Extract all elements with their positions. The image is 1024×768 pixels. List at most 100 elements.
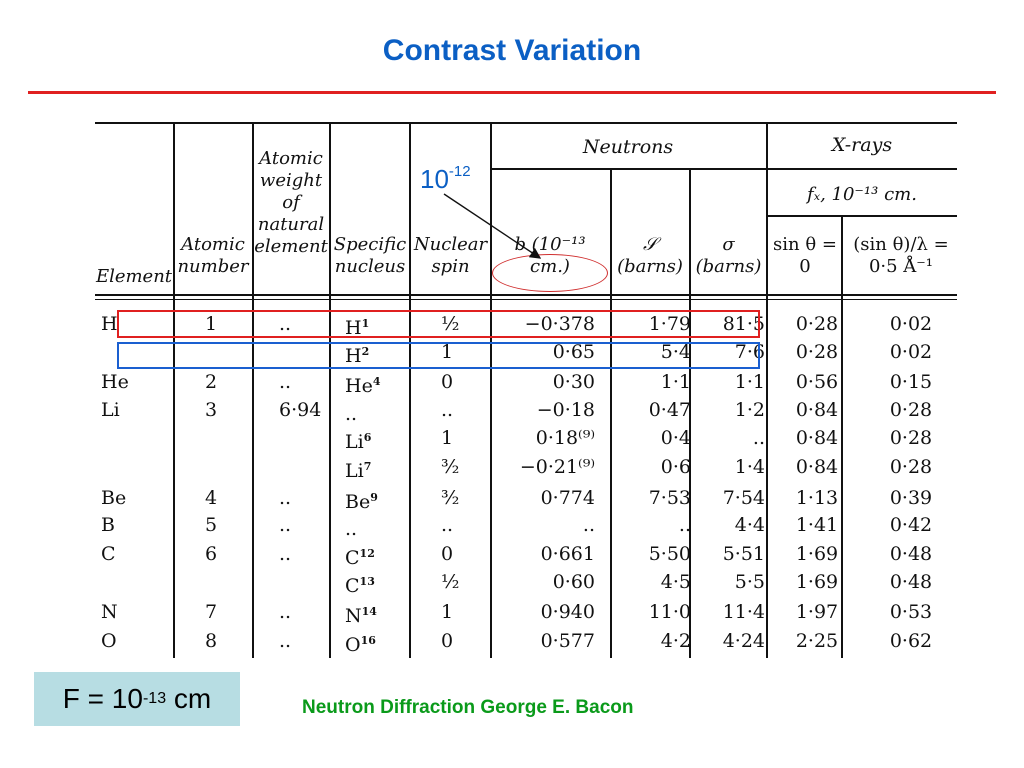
col-divider [173, 122, 175, 658]
callout-arrow [443, 193, 542, 259]
neutron-group-rule [490, 168, 957, 170]
cell-nuclear-spin: 0 [441, 371, 454, 393]
cell-S: 11·0 [648, 601, 691, 623]
cell-S: 5·4 [660, 341, 691, 363]
nucleus-symbol: Li [345, 431, 364, 453]
cell-sigma: 1·4 [734, 456, 765, 478]
cell-atomic-number: 7 [205, 601, 218, 623]
deuterium-row-highlight [117, 342, 760, 369]
col-divider [409, 122, 411, 658]
cell-nuclear-spin: ½ [441, 313, 460, 335]
cell-element: He [101, 371, 129, 393]
xrays-group-header: X-rays [831, 134, 893, 156]
cell-x-sin05: 0·02 [889, 313, 933, 335]
header-nuclear-spin: Nuclear spin [413, 234, 488, 277]
cell-x-sin0: 1·13 [795, 487, 839, 509]
cell-S: 4·5 [660, 571, 691, 593]
cell-x-sin05: 0·53 [889, 601, 933, 623]
cell-x-sin0: 0·84 [795, 399, 839, 421]
nucleus-symbol: Be [345, 491, 371, 513]
mass-number: 6 [363, 431, 372, 444]
cell-x-sin05: 0·62 [889, 630, 933, 652]
header-atomic-number: Atomic number [177, 234, 249, 277]
cell-element: Be [101, 487, 127, 509]
nucleus-symbol: He [345, 375, 373, 397]
cell-sigma: 5·51 [722, 543, 765, 565]
mass-number: 4 [372, 375, 381, 388]
nucleus-symbol: .. [345, 403, 358, 425]
cell-b: −0·21⁽⁹⁾ [519, 456, 595, 478]
col-divider [490, 122, 492, 658]
cell-atomic-number: 8 [205, 630, 218, 652]
cell-b: 0·30 [552, 371, 595, 393]
cell-S: 4·2 [660, 630, 691, 652]
cell-atomic-number: 6 [205, 543, 218, 565]
cell-atomic-number: 1 [205, 313, 218, 335]
neutrons-group-header: Neutrons [582, 136, 674, 158]
nucleus-symbol: C [345, 575, 360, 597]
cell-sigma: 1·1 [734, 371, 765, 393]
col-divider [766, 122, 768, 658]
cell-sigma: 1·2 [734, 399, 765, 421]
col-divider [610, 169, 612, 658]
nucleus-symbol: C [345, 547, 360, 569]
cell-sigma: 4·24 [722, 630, 765, 652]
col-divider [329, 122, 331, 658]
col-divider [689, 169, 691, 658]
header-x-sin0: sin θ = 0 [773, 234, 837, 277]
cell-x-sin05: 0·28 [889, 427, 933, 449]
cell-nucleus: Li6 [345, 426, 371, 454]
cell-nucleus: C12 [345, 542, 375, 570]
cell-S: 1·79 [648, 313, 691, 335]
header-S: 𝒮 (barns) [617, 234, 683, 277]
cell-x-sin0: 0·56 [795, 371, 839, 393]
cell-atomic-weight: 6·94 [279, 399, 322, 421]
cell-nucleus: He4 [345, 370, 380, 398]
cell-atomic-weight: .. [279, 487, 292, 509]
slide-title: Contrast Variation [382, 34, 642, 67]
cell-b: 0·60 [552, 571, 595, 593]
cell-x-sin05: 0·02 [889, 341, 933, 363]
cell-x-sin0: 1·69 [795, 543, 839, 565]
cell-sigma: 7·54 [722, 487, 765, 509]
cell-nuclear-spin: ³⁄₂ [441, 456, 460, 478]
xrays-sub-header: fₓ, 10⁻¹³ cm. [807, 184, 917, 205]
mass-number: 1 [361, 317, 370, 330]
cell-x-sin05: 0·15 [889, 371, 933, 393]
header-element: Element [95, 266, 173, 287]
b-units-highlight [492, 254, 608, 292]
cell-atomic-number: 2 [205, 371, 218, 393]
cell-x-sin0: 2·25 [795, 630, 839, 652]
mass-number: 16 [360, 634, 376, 647]
cell-x-sin0: 0·28 [795, 313, 839, 335]
cell-nuclear-spin: 1 [441, 341, 454, 363]
mass-number: 12 [359, 547, 375, 560]
cell-nucleus: .. [345, 513, 357, 541]
cell-x-sin05: 0·48 [889, 571, 933, 593]
cell-nuclear-spin: 0 [441, 630, 454, 652]
cell-nuclear-spin: ³⁄₂ [441, 487, 460, 509]
cell-atomic-weight: .. [279, 514, 292, 536]
scanned-table: Neutrons X-rays fₓ, 10⁻¹³ cm. Element At… [95, 118, 957, 658]
mass-number: 9 [370, 491, 378, 504]
nucleus-symbol: .. [345, 518, 358, 540]
hydrogen-row-highlight [117, 310, 760, 338]
cell-nuclear-spin: 1 [441, 601, 454, 623]
cell-atomic-weight: .. [279, 543, 292, 565]
cell-nucleus: N14 [345, 600, 377, 628]
cell-S: 0·4 [660, 427, 691, 449]
cell-x-sin05: 0·28 [889, 456, 933, 478]
header-bottom-rule-2 [95, 299, 957, 301]
cell-sigma: .. [752, 427, 765, 449]
f-unit-box: F = 10 -13 cm [34, 672, 240, 726]
cell-b: 0·661 [540, 543, 595, 565]
cell-nucleus: C13 [345, 570, 375, 598]
cell-nuclear-spin: .. [441, 514, 454, 536]
header-bottom-rule [95, 294, 957, 296]
header-x-sin05: (sin θ)/λ = 0·5 Å⁻¹ [853, 234, 949, 277]
cell-x-sin0: 0·84 [795, 427, 839, 449]
header-sigma: σ (barns) [695, 234, 762, 277]
cell-b: 0·774 [540, 487, 595, 509]
cell-atomic-weight: .. [279, 630, 292, 652]
cell-sigma: 4·4 [734, 514, 765, 536]
